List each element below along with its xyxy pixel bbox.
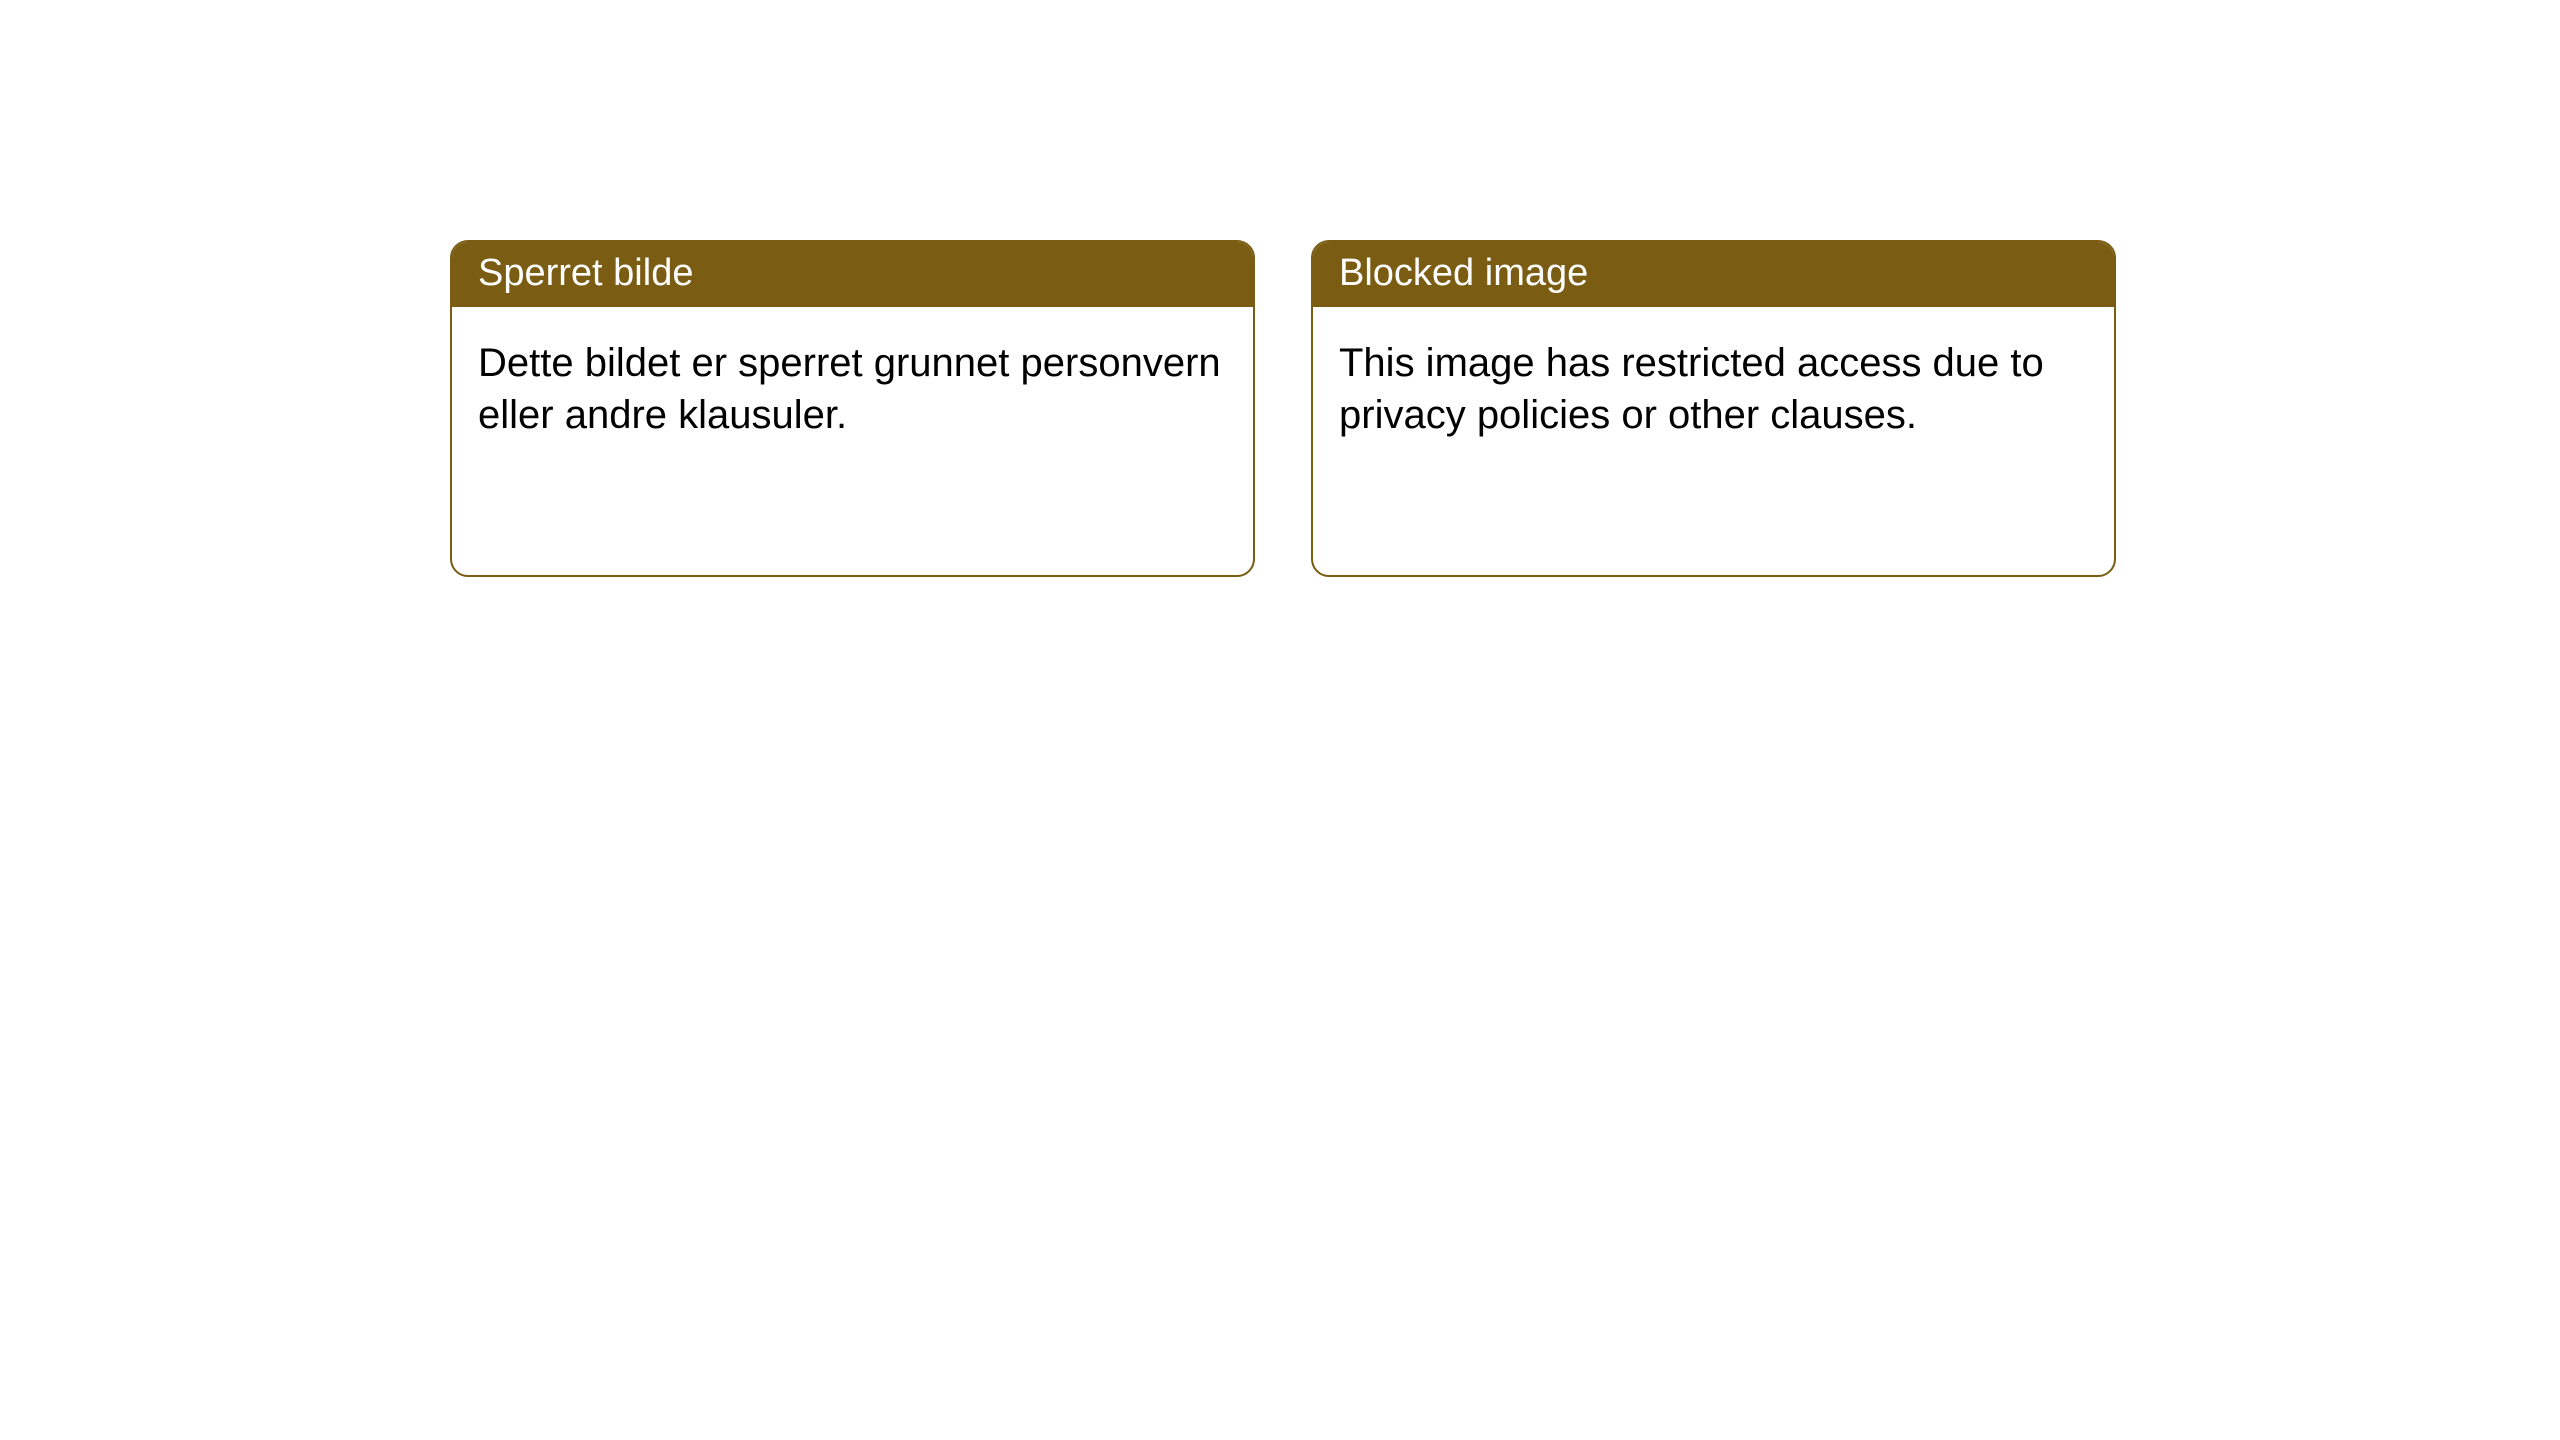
card-header: Blocked image — [1313, 242, 2114, 307]
notice-cards-container: Sperret bilde Dette bildet er sperret gr… — [0, 0, 2560, 577]
blocked-image-card-en: Blocked image This image has restricted … — [1311, 240, 2116, 577]
blocked-image-card-no: Sperret bilde Dette bildet er sperret gr… — [450, 240, 1255, 577]
card-body: Dette bildet er sperret grunnet personve… — [452, 307, 1253, 471]
card-header: Sperret bilde — [452, 242, 1253, 307]
card-body: This image has restricted access due to … — [1313, 307, 2114, 471]
